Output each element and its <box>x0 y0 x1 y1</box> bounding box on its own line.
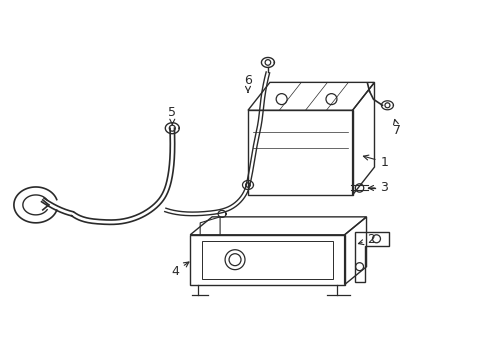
Text: 2: 2 <box>358 233 375 246</box>
Text: 3: 3 <box>368 181 387 194</box>
Text: 1: 1 <box>363 155 387 168</box>
Text: 5: 5 <box>168 106 176 125</box>
Text: 7: 7 <box>393 120 401 137</box>
Text: 6: 6 <box>244 74 251 93</box>
Text: 4: 4 <box>171 262 188 278</box>
